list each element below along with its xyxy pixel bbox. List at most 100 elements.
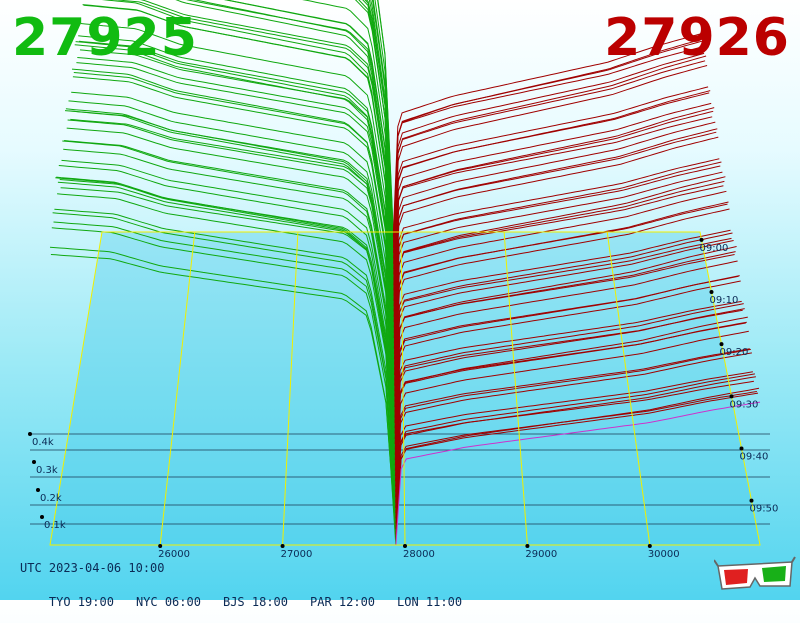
ask-depth-line — [393, 60, 706, 259]
timezone-tyo: TYO 19:00 — [48, 595, 114, 609]
bid-price: 27925 — [12, 8, 198, 68]
bid-depth-line — [193, 0, 395, 333]
time-tick-label: 09:50 — [750, 504, 779, 515]
ask-depth-line — [394, 300, 742, 450]
bid-depth-line — [57, 193, 396, 503]
chart-floor-plane — [50, 232, 760, 545]
ask-depth-line — [393, 40, 703, 243]
ask-depth-line — [395, 387, 760, 540]
bid-depth-line — [186, 0, 395, 307]
price-gridline — [503, 231, 528, 546]
time-tick-label: 09:00 — [700, 243, 729, 254]
bid-depth-line — [113, 0, 395, 328]
ask-depth-line — [393, 38, 704, 248]
bid-depth-line — [71, 68, 396, 413]
timezone-nyc: NYC 06:00 — [135, 595, 201, 609]
ask-depth-line — [394, 251, 736, 418]
ask-depth-lines — [392, 33, 761, 546]
bid-depth-line — [60, 187, 396, 482]
timezone-par: PAR 12:00 — [310, 595, 376, 609]
price-tick-marker — [403, 544, 407, 548]
ask-depth-line — [393, 107, 715, 307]
ask-depth-line — [393, 102, 712, 291]
price-tick-marker — [647, 544, 652, 548]
price-tick-marker — [280, 544, 285, 548]
ask-depth-line — [394, 176, 726, 365]
ask-depth-line — [394, 201, 729, 381]
ask-depth-line — [395, 348, 750, 492]
bid-depth-line — [65, 108, 396, 450]
3d-glasses-icon[interactable] — [714, 556, 796, 596]
price-tick-label: 29000 — [525, 549, 557, 560]
bid-depth-line — [52, 212, 397, 530]
time-tick-marker — [749, 498, 754, 503]
ask-depth-line — [393, 165, 721, 339]
ask-depth-line — [395, 371, 753, 508]
depth-tick-marker — [28, 432, 32, 436]
bid-depth-line — [71, 91, 396, 418]
bid-depth-line — [80, 23, 395, 360]
ask-depth-line — [392, 33, 701, 233]
bid-depth-line — [101, 0, 395, 355]
price-tick-label: 28000 — [403, 549, 435, 560]
ask-depth-line — [395, 376, 756, 524]
ask-depth-line — [394, 237, 732, 397]
price-tick-label: 26000 — [158, 549, 190, 560]
depth-tick-marker — [32, 460, 36, 464]
bid-depth-line — [53, 221, 397, 524]
ask-depth-line — [393, 65, 708, 270]
ask-depth-line — [395, 348, 751, 498]
bid-depth-line — [63, 148, 396, 466]
ask-depth-line — [394, 208, 730, 386]
ask-depth-line — [392, 46, 702, 238]
depth-chart: 26000 27000 28000 29000 30000 09:00 09:10 09:20… — [28, 0, 779, 560]
price-gridline — [282, 231, 299, 546]
bid-depth-line — [140, 0, 395, 323]
time-tick-label: 09:10 — [710, 295, 739, 306]
timezone-lon: LON 11:00 — [397, 595, 463, 609]
price-tick-marker — [525, 544, 530, 548]
price-tick-label: 30000 — [648, 549, 680, 560]
time-tick-marker — [729, 394, 734, 399]
depth-tick-marker — [40, 515, 44, 519]
ask-depth-line — [393, 116, 713, 296]
ask-depth-line — [395, 330, 749, 487]
ask-depth-line — [394, 275, 740, 439]
ask-depth-line — [394, 232, 733, 402]
bid-depth-line — [76, 62, 395, 386]
time-tick-label: 09:30 — [730, 399, 759, 410]
ask-depth-line — [393, 136, 719, 328]
chart-frame — [49, 231, 761, 546]
ask-depth-line — [393, 90, 711, 286]
bid-depth-line — [55, 177, 397, 514]
bid-depth-line — [68, 100, 396, 434]
ask-depth-line — [394, 260, 738, 429]
time-tick-marker — [709, 289, 714, 294]
ask-depth-line — [394, 240, 734, 408]
depth-chart-stage: 26000 27000 28000 29000 30000 09:00 09:10 09:20… — [12, 0, 796, 609]
bid-depth-line — [64, 140, 396, 461]
bid-depth-line — [74, 44, 396, 397]
time-tick-label: 09:20 — [720, 347, 749, 358]
ask-depth-line — [395, 401, 761, 546]
ask-depth-line — [395, 373, 755, 519]
ask-depth-line — [393, 121, 716, 312]
price-gridline — [400, 231, 406, 546]
depth-tick-label: 0.1k — [44, 520, 66, 531]
bid-depth-line — [77, 57, 395, 381]
bid-depth-line — [67, 119, 396, 439]
ask-depth-line — [393, 185, 724, 355]
ask-depth-line — [394, 303, 744, 461]
timezone-bar: TYO 19:00 NYC 06:00 BJS 18:00 PAR 12:00 LON … — [20, 581, 484, 623]
time-tick-marker — [719, 342, 724, 347]
bid-depth-line — [61, 159, 396, 477]
ask-depth-line — [393, 55, 707, 264]
bid-depth-line — [75, 41, 396, 392]
bid-depth-line — [57, 181, 396, 498]
ask-depth-line — [394, 246, 737, 424]
ask-depth-line — [393, 128, 718, 323]
ask-depth-line — [393, 171, 723, 349]
ask-depth-line — [393, 158, 720, 333]
ask-depth-line — [393, 180, 725, 360]
time-tick-label: 09:40 — [740, 451, 769, 462]
